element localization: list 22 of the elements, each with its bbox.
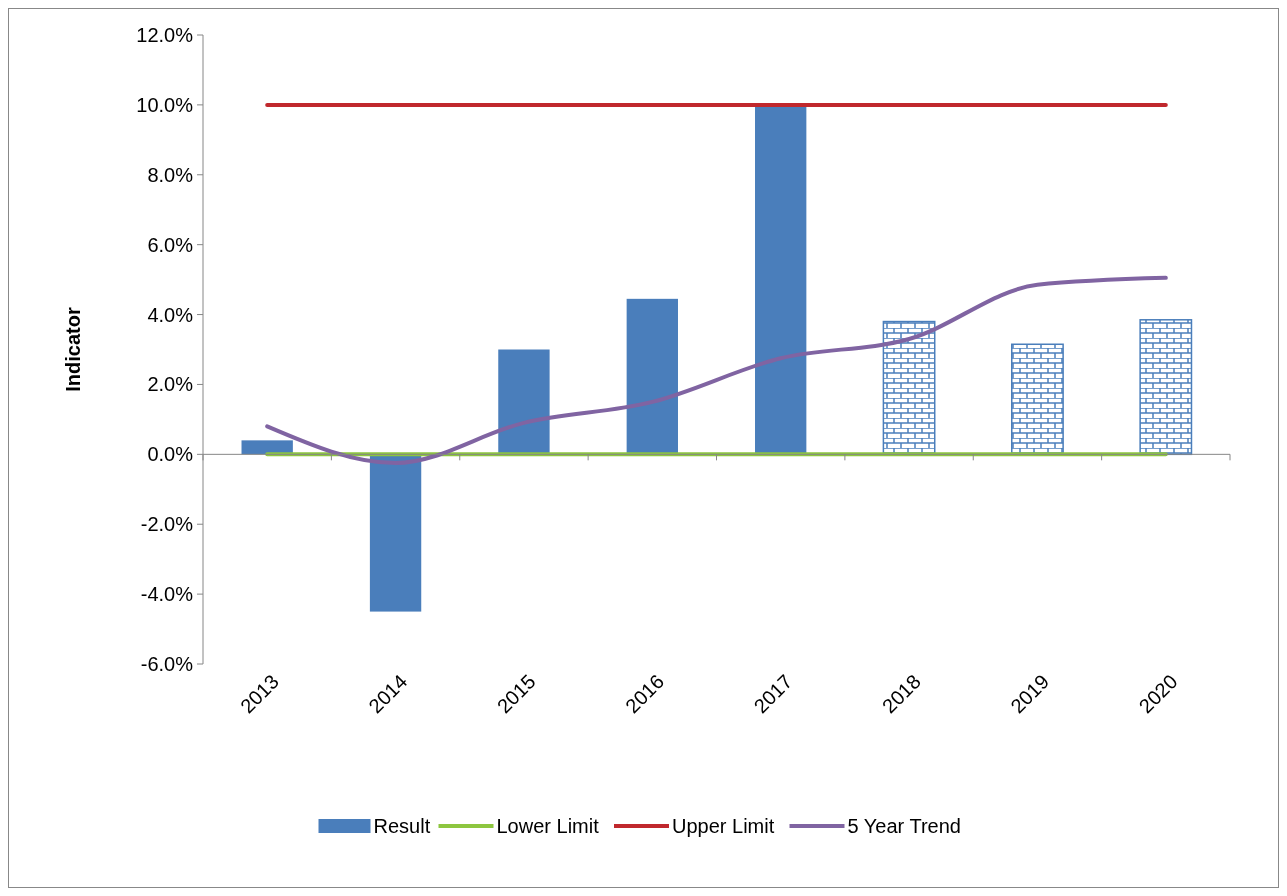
legend-label: Result	[373, 815, 431, 837]
y-tick-label: 0.0%	[147, 443, 194, 466]
legend-label: 5 Year Trend	[847, 815, 961, 837]
bar	[1139, 319, 1193, 456]
line-series	[265, 275, 1168, 466]
y-tick-label: 2.0%	[147, 373, 194, 396]
y-tick-label: -2.0%	[140, 513, 194, 536]
bar	[626, 298, 678, 455]
legend-label: Lower Limit	[496, 815, 600, 837]
y-axis-title: Indicator	[62, 307, 84, 392]
y-tick-label: 8.0%	[147, 163, 194, 186]
y-tick-label: 10.0%	[136, 93, 194, 116]
bar	[241, 440, 293, 455]
bar	[369, 454, 422, 612]
bar	[498, 349, 550, 455]
y-tick-label: 6.0%	[147, 233, 194, 256]
bar	[755, 104, 807, 455]
y-tick-label: -4.0%	[140, 583, 194, 606]
y-tick-label: 12.0%	[136, 24, 194, 46]
y-tick-label: -6.0%	[140, 653, 194, 675]
legend-label: Upper Limit	[672, 815, 775, 837]
y-tick-label: 4.0%	[147, 303, 194, 326]
